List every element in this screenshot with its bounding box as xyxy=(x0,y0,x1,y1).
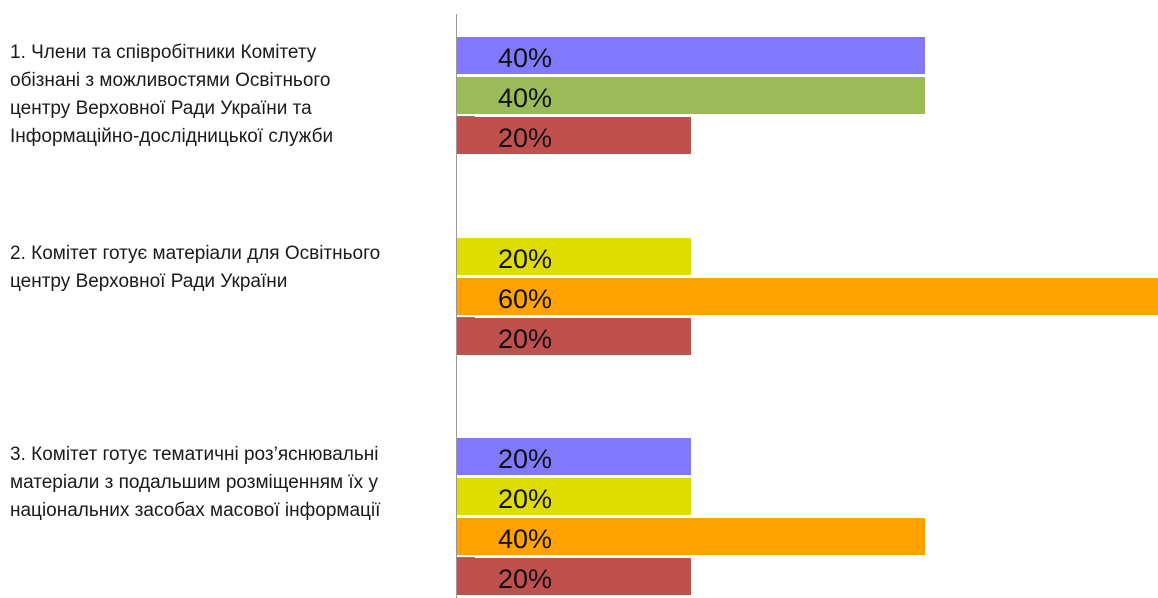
bar-value-label: 60% xyxy=(498,284,552,314)
bar-value-label: 20% xyxy=(498,484,552,514)
bar xyxy=(457,238,691,275)
category-label-line: матеріали з подальшим розміщенням їх у xyxy=(10,472,378,493)
bar-value-label: 20% xyxy=(498,444,552,474)
bar-value-label: 20% xyxy=(498,324,552,354)
bar xyxy=(457,558,691,595)
category-group: 2. Комітет готує матеріали для Освітньог… xyxy=(10,238,1158,355)
bar xyxy=(457,77,925,114)
category-label-line: обізнані з можливостями Освітнього xyxy=(10,70,330,91)
category-label-line: національних засобах масової інформації xyxy=(10,500,381,521)
category-label-line: Інформаційно-дослідницької служби xyxy=(10,126,333,147)
category-label-line: 2. Комітет готує матеріали для Освітньог… xyxy=(10,243,380,264)
bar-value-label: 20% xyxy=(498,123,552,153)
category-label-line: центру Верховної Ради України та xyxy=(10,98,312,119)
bar-value-label: 40% xyxy=(498,524,552,554)
category-label: 3. Комітет готує тематичні роз’яснювальн… xyxy=(10,444,381,521)
category-label-line: 3. Комітет готує тематичні роз’яснювальн… xyxy=(10,444,379,465)
bar-value-label: 40% xyxy=(498,83,552,113)
bar xyxy=(457,438,691,475)
bar xyxy=(457,518,925,555)
bar xyxy=(457,278,1158,315)
bar-value-label: 40% xyxy=(498,43,552,73)
category-group: 3. Комітет готує тематичні роз’яснювальн… xyxy=(10,438,925,595)
category-label-line: центру Верховної Ради України xyxy=(10,271,287,292)
category-label: 1. Члени та співробітники Комітету обізна… xyxy=(10,42,333,147)
bar xyxy=(457,318,691,355)
bar xyxy=(457,478,691,515)
bar xyxy=(457,37,925,74)
category-group: 1. Члени та співробітники Комітету обізна… xyxy=(10,37,925,154)
bar-value-label: 20% xyxy=(498,244,552,274)
category-label-line: 1. Члени та співробітники Комітету xyxy=(10,42,317,63)
bar-value-label: 20% xyxy=(498,564,552,594)
bar xyxy=(457,117,691,154)
category-label: 2. Комітет готує матеріали для Освітньог… xyxy=(10,243,380,292)
